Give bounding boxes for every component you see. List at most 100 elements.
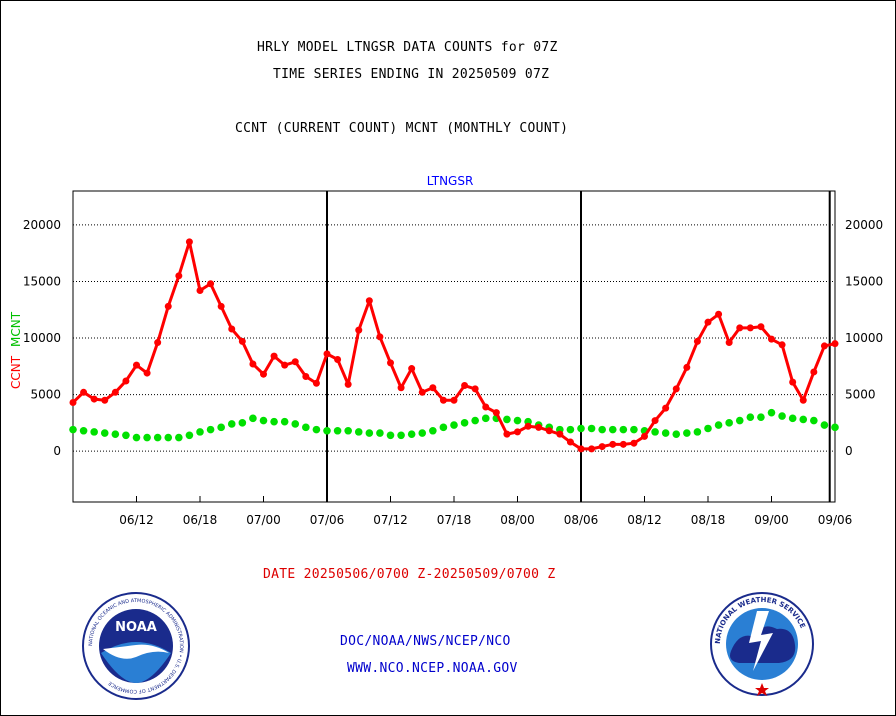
series-mcnt-point	[111, 430, 120, 438]
series-ccnt-point	[672, 385, 680, 393]
series-ccnt-point	[715, 310, 723, 318]
series-mcnt-point	[450, 421, 458, 429]
xtick-label-7: 08/06	[564, 513, 599, 527]
xtick-label-10: 09/00	[754, 513, 789, 527]
series-mcnt-point	[323, 426, 331, 435]
series-mcnt-point	[132, 433, 141, 442]
series-ccnt-point	[662, 404, 670, 412]
series-mcnt-point	[619, 425, 628, 434]
series-ccnt-point	[80, 388, 88, 396]
ytick-left-10000: 10000	[23, 331, 61, 345]
series-ccnt-point	[270, 352, 278, 360]
series-ccnt-point	[789, 378, 797, 386]
series-mcnt-point	[757, 413, 765, 421]
series-mcnt-point	[587, 424, 596, 433]
series-mcnt-point	[291, 420, 300, 428]
ytick-right-5000: 5000	[845, 388, 876, 402]
series-mcnt-point	[196, 428, 204, 436]
series-ccnt-point	[683, 363, 691, 371]
series-ccnt-point	[514, 428, 521, 436]
series-ccnt-point	[736, 324, 744, 332]
series-mcnt-point	[227, 420, 236, 428]
series-ccnt-point	[778, 341, 786, 349]
series-mcnt-point	[249, 414, 257, 423]
series-ccnt-point	[312, 379, 320, 387]
series-ccnt-point	[810, 368, 818, 376]
series-ccnt-point	[164, 302, 172, 310]
series-mcnt-point	[566, 425, 575, 434]
series-ccnt-point	[577, 445, 585, 453]
series-ccnt-point	[175, 272, 183, 280]
series-mcnt-point	[598, 425, 606, 434]
ytick-left-0: 0	[53, 444, 61, 458]
series-ccnt-point	[768, 335, 775, 343]
series-ccnt-point	[207, 280, 215, 288]
series-ccnt-point	[185, 238, 193, 246]
org-path-link[interactable]: DOC/NOAA/NWS/NCEP/NCO	[340, 634, 511, 649]
series-ccnt-point	[450, 396, 458, 404]
series-ccnt-point	[365, 297, 373, 305]
series-mcnt-point	[238, 419, 247, 427]
noaa-logo-text: NOAA	[115, 620, 157, 635]
series-mcnt-point	[164, 433, 173, 442]
series-ccnt-point	[323, 350, 331, 358]
series-ccnt-point	[302, 372, 310, 380]
series-mcnt-point	[714, 421, 723, 429]
series-ccnt-point	[598, 443, 606, 451]
series-ccnt-point	[418, 388, 426, 396]
series-ccnt	[69, 238, 839, 453]
series-mcnt-point	[513, 416, 522, 425]
series-mcnt-point	[312, 425, 321, 434]
series-mcnt-point	[333, 426, 342, 435]
series-mcnt-point	[661, 429, 670, 437]
series-ccnt-point	[291, 358, 299, 366]
day-separators	[326, 191, 831, 502]
series-ccnt-point	[641, 432, 648, 440]
ytick-right-0: 0	[845, 444, 853, 458]
series-mcnt	[69, 408, 839, 442]
series-ccnt-point	[344, 380, 352, 388]
series-mcnt-point	[185, 431, 194, 440]
xtick-label-8: 08/12	[627, 513, 662, 527]
series-ccnt-point	[387, 359, 394, 367]
series-mcnt-point	[831, 423, 839, 432]
series-mcnt-point	[386, 431, 395, 440]
series-mcnt-point	[79, 426, 88, 435]
series-ccnt-point	[69, 398, 77, 406]
series-ccnt-point	[355, 326, 363, 334]
series-ccnt-point	[704, 318, 712, 326]
series-ccnt-point	[334, 356, 342, 364]
series-ccnt-point	[725, 339, 733, 347]
date-range: DATE 20250506/0700 Z-20250509/0700 Z	[263, 567, 556, 582]
series-ccnt-point	[281, 361, 289, 369]
series-mcnt-point	[365, 429, 374, 437]
series-ccnt-point	[556, 430, 564, 438]
series-mcnt-point	[460, 419, 469, 427]
series-mcnt-point	[344, 426, 352, 435]
series-ccnt-point	[154, 339, 162, 347]
series-mcnt-point	[175, 433, 183, 442]
ytick-left-5000: 5000	[30, 388, 61, 402]
series-mcnt-point	[651, 428, 659, 436]
series-mcnt-point	[429, 426, 437, 435]
series-ccnt-point	[831, 340, 839, 348]
series-ccnt-point	[524, 422, 532, 430]
series-mcnt-point	[778, 412, 786, 420]
xtick-label-5: 07/18	[437, 513, 472, 527]
ytick-left-15000: 15000	[23, 274, 61, 288]
series-mcnt-point	[725, 419, 733, 427]
nws-logo: NATIONAL WEATHER SERVICE	[710, 592, 814, 696]
series-ccnt-point	[408, 365, 416, 373]
series-ccnt-point	[217, 302, 225, 310]
series-mcnt-point	[810, 416, 818, 425]
ytick-left-20000: 20000	[23, 218, 61, 232]
chart-subtitle: CCNT (CURRENT COUNT) MCNT (MONTHLY COUNT…	[235, 121, 569, 136]
xtick-label-6: 08/00	[500, 513, 535, 527]
website-link[interactable]: WWW.NCO.NCEP.NOAA.GOV	[347, 661, 518, 676]
grid-layer	[73, 224, 835, 452]
series-mcnt-point	[217, 423, 225, 432]
series-mcnt-point	[683, 429, 691, 437]
series-mcnt-point	[577, 424, 585, 433]
series-mcnt-point	[397, 431, 405, 440]
xtick-label-0: 06/12	[119, 513, 154, 527]
